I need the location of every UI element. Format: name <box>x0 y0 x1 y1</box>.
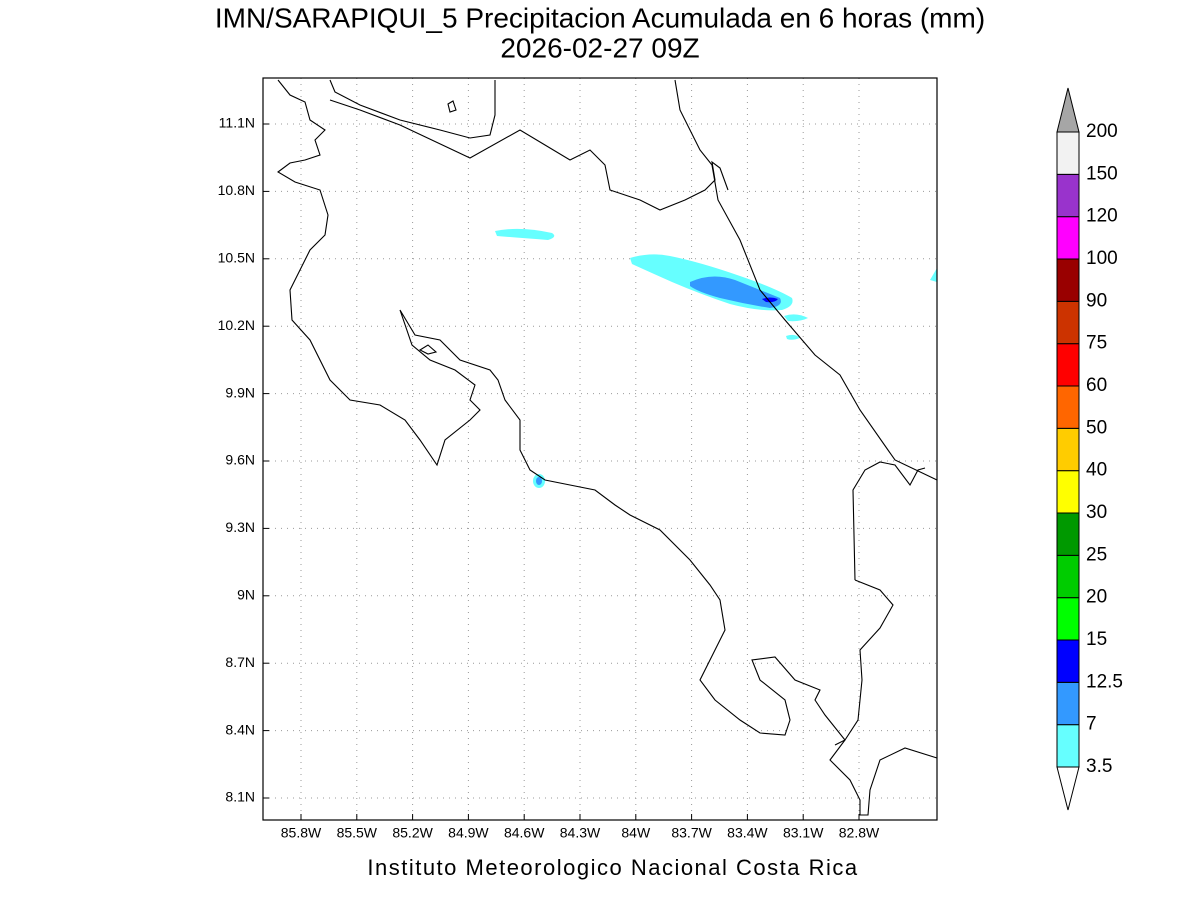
lat-label: 8.1N <box>225 789 255 805</box>
lon-label: 82.8W <box>839 825 880 841</box>
colorbar-segment <box>1056 173 1080 218</box>
lon-label: 85.8W <box>281 825 322 841</box>
colorbar-segment <box>1056 131 1080 175</box>
lat-label: 9.6N <box>225 452 255 468</box>
colorbar-label: 90 <box>1086 290 1107 311</box>
precip-area <box>784 314 808 322</box>
colorbar-under <box>1056 766 1080 811</box>
colorbar-segment <box>1056 554 1080 599</box>
lon-label: 83.4W <box>727 825 768 841</box>
coastline <box>277 79 938 816</box>
footer: Instituto Meteorologico Nacional Costa R… <box>367 855 858 880</box>
precip-area <box>786 334 800 340</box>
coastline <box>834 579 894 746</box>
colorbar-label: 15 <box>1086 629 1107 650</box>
lat-label: 9.9N <box>225 384 255 400</box>
colorbar-over <box>1056 87 1080 133</box>
colorbar-label: 7 <box>1086 714 1097 735</box>
colorbar-label: 50 <box>1086 417 1107 438</box>
colorbar-label: 150 <box>1086 163 1118 184</box>
lat-label: 9.3N <box>225 519 255 535</box>
colorbar-segment <box>1056 681 1080 726</box>
colorbar-label: 60 <box>1086 375 1107 396</box>
lon-label: 84.3W <box>560 825 601 841</box>
lat-label: 8.4N <box>225 721 255 737</box>
title: IMN/SARAPIQUI_5 Precipitacion Acumulada … <box>215 2 985 33</box>
lat-label: 9N <box>237 587 255 603</box>
lon-label: 84.9W <box>448 825 489 841</box>
subtitle: 2026-02-27 09Z <box>500 32 699 63</box>
colorbar-label: 75 <box>1086 333 1107 354</box>
coastline <box>277 79 938 816</box>
lat-label: 8.7N <box>225 654 255 670</box>
colorbar-segment <box>1056 343 1080 387</box>
colorbar-segment <box>1056 427 1080 472</box>
lat-label: 10.8N <box>218 182 255 198</box>
grid <box>263 78 937 820</box>
lon-label: 83.7W <box>671 825 712 841</box>
colorbar-segment <box>1056 385 1080 429</box>
colorbar-segment <box>1056 597 1080 641</box>
coastline <box>674 79 938 481</box>
precip-area <box>495 228 555 240</box>
colorbar-segment <box>1056 216 1080 260</box>
precip-field <box>495 228 937 488</box>
colorbar-label: 200 <box>1086 121 1118 142</box>
lat-label: 10.2N <box>218 317 255 333</box>
lon-label: 83.1W <box>783 825 824 841</box>
precip-area <box>690 276 781 308</box>
precip-area <box>536 477 542 485</box>
lat-label: 10.5N <box>218 250 255 266</box>
colorbar: 3.5 7 12.5 15 20 25 30 40 50 60 75 90 100 120 150 200 <box>1056 87 1123 811</box>
colorbar-label: 25 <box>1086 544 1107 565</box>
island <box>447 100 457 113</box>
precip-area <box>930 268 937 282</box>
colorbar-label: 12.5 <box>1086 671 1123 692</box>
coastline <box>329 79 496 139</box>
lon-label: 84W <box>621 825 651 841</box>
precip-area <box>762 297 778 303</box>
colorbar-label: 120 <box>1086 206 1118 227</box>
colorbar-segment <box>1056 300 1080 345</box>
colorbar-label: 30 <box>1086 502 1107 523</box>
lon-label: 84.6W <box>504 825 545 841</box>
colorbar-label: 40 <box>1086 460 1107 481</box>
colorbar-segment <box>1056 512 1080 556</box>
border <box>852 461 926 581</box>
colorbar-segment <box>1056 470 1080 514</box>
lon-label: 85.2W <box>392 825 433 841</box>
colorbar-segment <box>1056 724 1080 768</box>
lat-label: 11.1N <box>219 115 255 131</box>
colorbar-label: 3.5 <box>1086 756 1112 777</box>
map-frame <box>262 77 938 821</box>
colorbar-label: 20 <box>1086 587 1107 608</box>
lon-label: 85.5W <box>337 825 378 841</box>
colorbar-segment <box>1056 258 1080 302</box>
lake <box>418 344 438 355</box>
colorbar-label: 100 <box>1086 248 1118 269</box>
colorbar-segment <box>1056 639 1080 683</box>
